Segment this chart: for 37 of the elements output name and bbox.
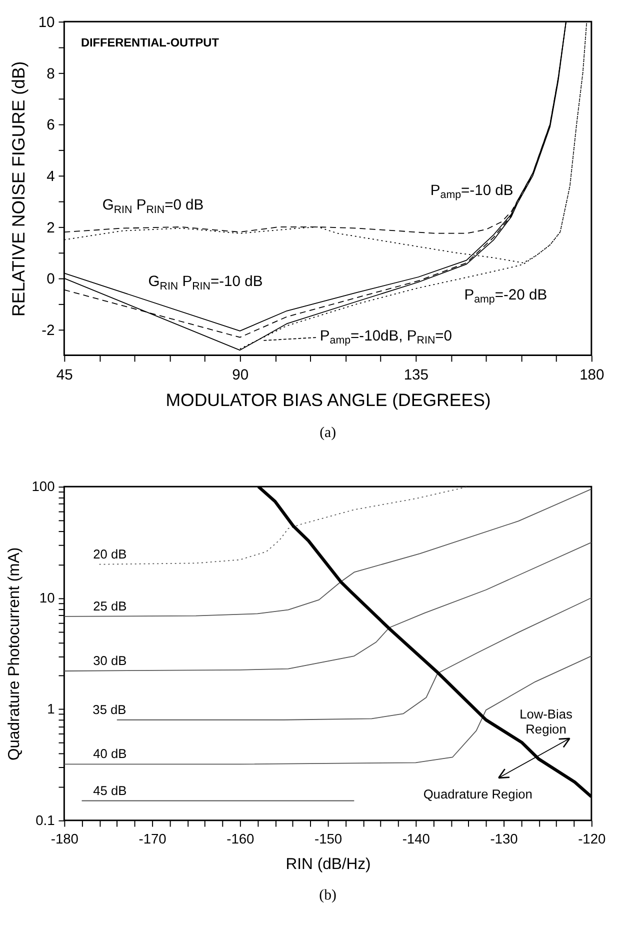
y-tick-label: 6 (46, 118, 55, 134)
text: (a) (320, 425, 336, 442)
x-tick-label: -180 (50, 830, 79, 847)
x-tick-label: -160 (226, 830, 255, 847)
x-tick-label: 180 (580, 367, 604, 384)
x-tick-label: 135 (404, 367, 429, 384)
x-tick-label: 90 (232, 367, 249, 384)
y-axis-title: RELATIVE NOISE FIGURE (dB) (8, 61, 28, 317)
x-tick-label: -170 (138, 830, 167, 847)
y-tick-label: 10 (38, 15, 55, 32)
annotation: 35 dB (92, 702, 126, 717)
x-tick-label: -140 (402, 830, 430, 847)
x-tick-label: -150 (314, 830, 342, 847)
x-axis-title: MODULATOR BIAS ANGLE (DEGREES) (166, 390, 491, 410)
annotation: 30 dB (93, 653, 127, 668)
annotation: Quadrature Region (423, 786, 532, 802)
text: (b) (319, 887, 336, 904)
y-tick-label: 2 (46, 220, 55, 236)
annotation: 20 dB (93, 546, 127, 562)
y-tick-label: 0 (46, 272, 55, 288)
annotation: 25 dB (93, 598, 127, 614)
x-tick-label: 45 (56, 367, 73, 384)
y-tick-label: 0.1 (36, 812, 55, 828)
annotation: DIFFERENTIAL-OUTPUT (80, 35, 220, 50)
x-tick-label: -130 (490, 830, 518, 847)
y-tick-label: 1 (47, 700, 55, 717)
annotation: Low-Bias Region (520, 706, 572, 736)
y-tick-label: 10 (39, 589, 56, 606)
x-axis-title: RIN (dB/Hz) (286, 856, 371, 874)
x-tick-label: -120 (578, 830, 606, 847)
y-tick-label: 4 (46, 169, 55, 186)
y-axis-title: Quadrature Photocurrent (mA) (6, 547, 23, 761)
y-tick-label: 100 (32, 478, 56, 494)
annotation: 45 dB (93, 782, 127, 798)
annotation: 40 dB (93, 746, 127, 762)
y-tick-label: 8 (46, 66, 55, 82)
y-tick-label: -2 (42, 323, 55, 340)
